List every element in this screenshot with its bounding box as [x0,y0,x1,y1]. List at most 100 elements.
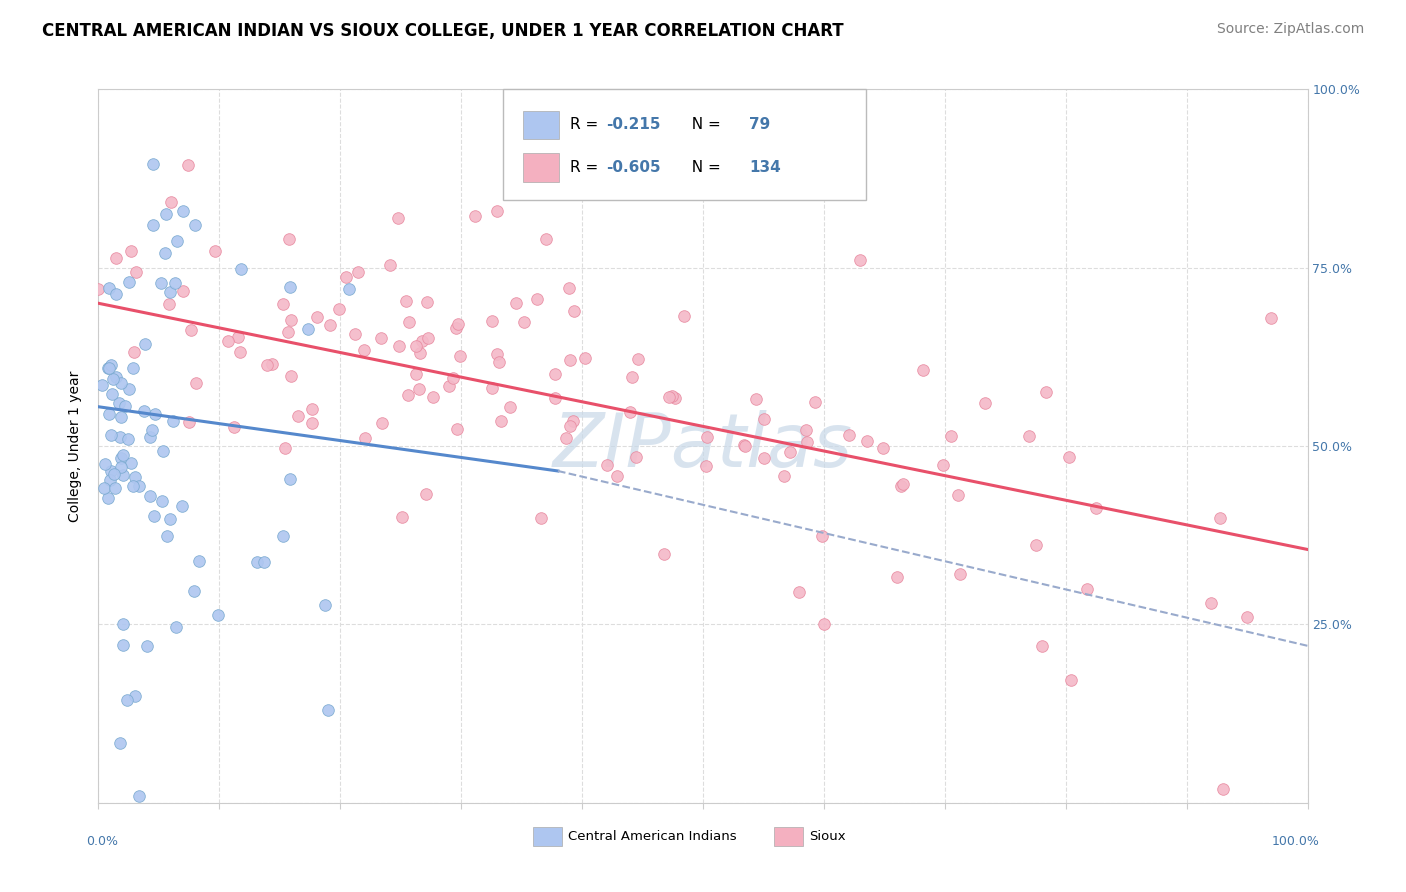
Point [180,323,202,337]
Y-axis label: College, Under 1 year: College, Under 1 year [69,370,83,522]
Point [544,391,567,405]
Text: 134: 134 [749,161,780,175]
Point [159,512,181,526]
Point [811,528,834,542]
Point [1031,639,1053,653]
Point [132,403,155,417]
Point [101,387,124,401]
Point [773,469,796,483]
Point [186,376,208,390]
Point [745,392,768,406]
Point [87,282,110,296]
Point [499,400,522,414]
Point [794,424,817,438]
Point [652,547,675,561]
Point [1212,781,1234,796]
Point [1209,511,1232,525]
FancyBboxPatch shape [533,827,561,847]
Point [337,282,360,296]
Point [117,693,139,707]
Point [110,460,132,475]
Point [481,380,503,394]
Point [347,265,370,279]
Point [946,488,969,502]
Point [108,396,131,410]
Point [187,554,209,568]
Point [143,509,166,524]
Point [1199,596,1222,610]
Point [253,556,276,570]
Point [447,318,470,332]
Point [156,528,179,542]
Point [228,330,250,344]
Point [297,322,319,336]
Point [118,382,141,396]
Point [93,481,115,495]
Point [596,458,619,472]
Point [486,203,509,218]
Text: N =: N = [682,161,725,175]
Point [673,310,696,324]
Text: -0.215: -0.215 [606,118,661,132]
Point [122,344,145,359]
Point [574,351,596,365]
Point [849,253,872,268]
Point [370,331,392,345]
Point [619,404,641,418]
Point [97,361,120,376]
Point [280,313,302,327]
Point [787,585,810,599]
Point [124,689,146,703]
Point [280,472,302,486]
Point [388,339,411,353]
Point [183,584,205,599]
Point [118,275,141,289]
Point [328,302,350,317]
Text: R =: R = [569,161,603,175]
Point [415,486,437,500]
Point [344,326,367,341]
Point [111,468,134,483]
Point [1057,450,1080,465]
Point [734,439,756,453]
Point [111,617,134,632]
Point [796,434,818,449]
Point [890,479,912,493]
Point [1076,582,1098,597]
Point [872,441,894,455]
Point [277,325,299,339]
Point [145,407,167,421]
Point [335,269,357,284]
Point [1025,539,1047,553]
Point [912,363,935,377]
Point [561,415,583,429]
Point [449,349,471,363]
Point [91,377,114,392]
Point [98,407,121,421]
Point [112,638,135,652]
Point [246,555,269,569]
Point [661,389,683,403]
Point [855,434,877,449]
Point [110,409,132,424]
Text: CENTRAL AMERICAN INDIAN VS SIOUX COLLEGE, UNDER 1 YEAR CORRELATION CHART: CENTRAL AMERICAN INDIAN VS SIOUX COLLEGE… [42,22,844,40]
FancyBboxPatch shape [503,89,866,200]
Point [555,431,578,445]
Point [142,157,165,171]
Point [287,409,309,423]
Point [207,608,229,623]
Point [204,244,226,258]
Point [319,318,342,332]
Point [305,310,328,324]
Point [120,244,142,258]
Point [408,382,430,396]
Point [177,158,200,172]
Text: -0.605: -0.605 [606,161,661,175]
Point [103,467,125,481]
Point [108,430,131,444]
Point [172,203,194,218]
Point [100,428,122,442]
Point [444,320,467,334]
Point [97,491,120,505]
Point [110,376,132,390]
